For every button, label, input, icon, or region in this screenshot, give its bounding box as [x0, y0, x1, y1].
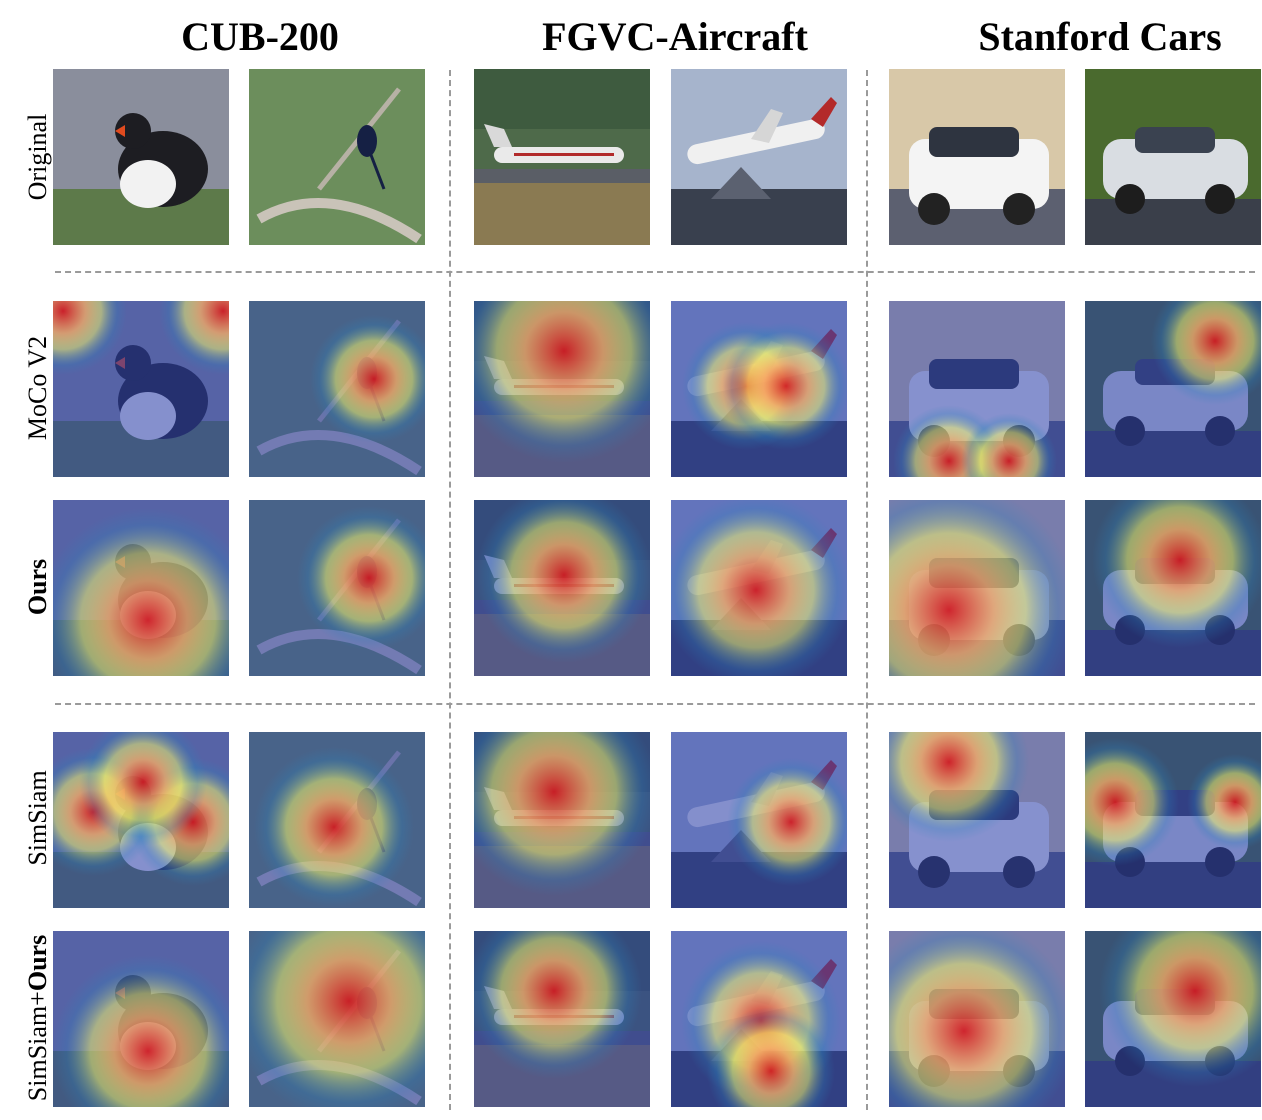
heatmap-moco-car-white-suv [889, 301, 1065, 477]
row-label-simsiam: SimSiam [23, 770, 52, 866]
column-title-fgvc-aircraft: FGVC-Aircraft [542, 14, 808, 59]
horizontal-separator-2 [55, 703, 1255, 705]
heatmap-simsiam-bird-puffin [53, 732, 229, 908]
heatmap-ours-bird-puffin [53, 500, 229, 676]
original-image-bird-perched [249, 69, 425, 245]
original-image-aircraft-taxi [474, 69, 650, 245]
heatmap-simsiam-ours-bird-puffin [53, 931, 229, 1107]
heatmap-simsiam-aircraft-takeoff [671, 732, 847, 908]
heatmap-moco-bird-perched [249, 301, 425, 477]
heatmap-moco-aircraft-taxi [474, 301, 650, 477]
heatmap-ours-bird-perched [249, 500, 425, 676]
heatmap-simsiam-ours-aircraft-taxi [474, 931, 650, 1107]
heatmap-moco-bird-puffin [53, 301, 229, 477]
row-label-original: Original [23, 113, 52, 201]
heatmap-ours-car-white-suv [889, 500, 1065, 676]
heatmap-ours-car-silver-sedan [1085, 500, 1261, 676]
heatmap-simsiam-ours-car-silver-sedan [1085, 931, 1261, 1107]
heatmap-moco-aircraft-takeoff [671, 301, 847, 477]
heatmap-simsiam-bird-perched [249, 732, 425, 908]
heatmap-moco-car-silver-sedan [1085, 301, 1261, 477]
vertical-separator-2 [866, 70, 868, 1110]
column-title-cub200: CUB-200 [181, 14, 339, 59]
heatmap-ours-aircraft-taxi [474, 500, 650, 676]
original-image-aircraft-takeoff [671, 69, 847, 245]
heatmap-simsiam-car-white-suv [889, 732, 1065, 908]
original-image-car-silver-sedan [1085, 69, 1261, 245]
heatmap-simsiam-aircraft-taxi [474, 732, 650, 908]
horizontal-separator-1 [55, 271, 1255, 273]
row-label-mocov2: MoCo V2 [23, 335, 52, 441]
heatmap-simsiam-ours-car-white-suv [889, 931, 1065, 1107]
row-label-ours: Ours [23, 558, 52, 616]
heatmap-simsiam-car-silver-sedan [1085, 732, 1261, 908]
row-label-simsiam-ours: SimSiam+Ours [23, 934, 52, 1102]
heatmap-simsiam-ours-aircraft-takeoff [671, 931, 847, 1107]
original-image-bird-puffin [53, 69, 229, 245]
heatmap-simsiam-ours-bird-perched [249, 931, 425, 1107]
heatmap-ours-aircraft-takeoff [671, 500, 847, 676]
column-title-stanford-cars: Stanford Cars [978, 14, 1222, 59]
vertical-separator-1 [449, 70, 451, 1110]
original-image-car-white-suv [889, 69, 1065, 245]
